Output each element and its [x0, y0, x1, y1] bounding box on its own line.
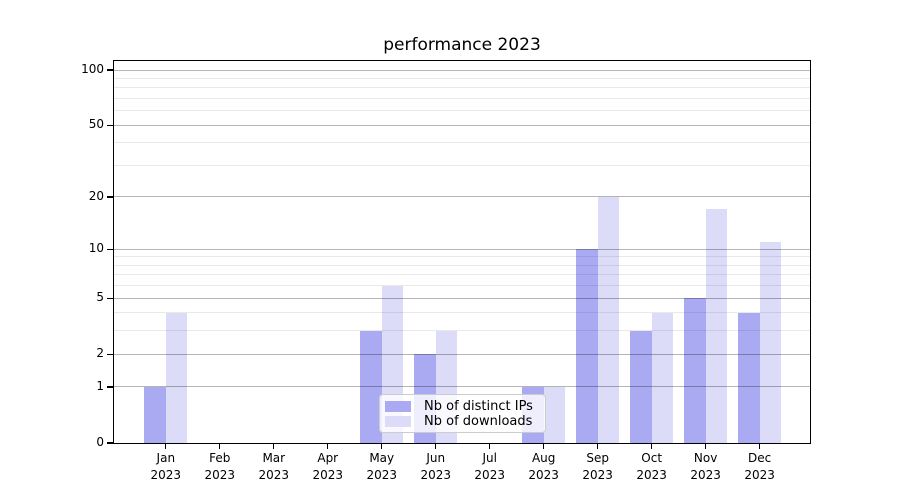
y-tick-mark: [107, 442, 114, 444]
y-tick-label: 10: [88, 241, 104, 256]
x-tick-mark: [596, 443, 599, 449]
gridline-minor: [114, 165, 810, 166]
bar-downloads: [759, 242, 782, 443]
bar-distinct-ips: [576, 249, 598, 443]
gridline-major: [114, 248, 810, 250]
gridline-minor: [114, 142, 810, 144]
legend-swatch-distinct-ips: [385, 401, 411, 412]
bar-downloads: [705, 209, 728, 443]
y-tick-mark: [107, 196, 114, 198]
y-tick-label: 20: [88, 188, 104, 203]
x-tick-mark: [165, 443, 167, 449]
gridline-minor: [114, 264, 810, 266]
legend-label-distinct-ips: Nb of distinct IPs: [424, 399, 533, 414]
y-tick-label: 1: [96, 378, 104, 393]
gridline-minor: [114, 256, 810, 258]
x-tick-label: May 2023: [366, 451, 397, 482]
y-tick-label: 50: [88, 117, 104, 132]
gridline-major: [114, 196, 810, 198]
x-tick-mark: [219, 443, 221, 449]
x-tick-mark: [542, 443, 545, 449]
gridline-minor: [114, 87, 810, 89]
gridline-minor: [114, 110, 810, 112]
x-tick-mark: [435, 443, 437, 449]
x-tick-label: Mar 2023: [258, 451, 290, 482]
x-tick-label: Apr 2023: [312, 451, 344, 482]
x-tick-mark: [650, 443, 653, 449]
x-tick-mark: [489, 443, 491, 449]
x-tick-label: Oct 2023: [636, 451, 667, 482]
gridline-minor: [114, 285, 810, 287]
x-tick-label: Jun 2023: [420, 451, 451, 482]
y-tick-label: 5: [96, 290, 104, 305]
bar-distinct-ips: [144, 387, 166, 443]
bar-downloads: [651, 312, 674, 443]
x-tick-mark: [327, 443, 329, 449]
chart-title: performance 2023: [383, 35, 541, 55]
legend-item-downloads: Nb of downloads: [385, 414, 537, 429]
y-tick-mark: [107, 124, 114, 126]
bar-distinct-ips: [630, 330, 652, 443]
gridline-major: [114, 386, 810, 388]
x-tick-label: Dec 2023: [744, 451, 775, 482]
gridline-minor: [114, 77, 810, 79]
bar-distinct-ips: [360, 330, 382, 443]
x-tick-label: Sep 2023: [582, 451, 613, 482]
x-tick-label: Nov 2023: [690, 451, 721, 482]
gridline-major: [114, 69, 810, 71]
legend-item-distinct-ips: Nb of distinct IPs: [385, 399, 537, 414]
plot-area: [113, 60, 811, 444]
plot-content: [114, 61, 810, 443]
x-tick-mark: [758, 443, 761, 449]
legend-swatch-downloads: [385, 416, 411, 427]
legend: Nb of distinct IPs Nb of downloads: [379, 394, 546, 433]
gridline-major: [114, 297, 810, 299]
y-tick-label: 0: [96, 435, 104, 449]
y-tick-mark: [107, 353, 114, 355]
x-tick-mark: [381, 443, 383, 449]
gridline-minor: [114, 274, 810, 276]
legend-label-downloads: Nb of downloads: [424, 414, 533, 429]
x-tick-label: Jan 2023: [150, 451, 182, 482]
y-tick-label: 2: [96, 346, 104, 361]
gridline-minor: [114, 312, 810, 314]
gridline-minor: [114, 98, 810, 100]
x-tick-mark: [273, 443, 275, 449]
y-tick-label: 100: [81, 62, 104, 77]
bar-downloads: [543, 387, 566, 443]
x-tick-mark: [704, 443, 707, 449]
y-tick-mark: [107, 248, 114, 250]
y-tick-mark: [107, 69, 114, 71]
y-tick-mark: [107, 386, 114, 388]
x-tick-label: Feb 2023: [204, 451, 236, 482]
y-tick-mark: [107, 297, 114, 299]
bar-distinct-ips: [738, 312, 760, 443]
gridline-major: [114, 353, 810, 355]
x-tick-label: Jul 2023: [474, 451, 505, 482]
bar-distinct-ips: [684, 298, 706, 443]
gridline-minor: [114, 330, 810, 332]
x-tick-label: Aug 2023: [528, 451, 559, 482]
gridline-major: [114, 124, 810, 126]
bar-downloads: [165, 312, 188, 443]
bar-downloads: [597, 197, 620, 443]
